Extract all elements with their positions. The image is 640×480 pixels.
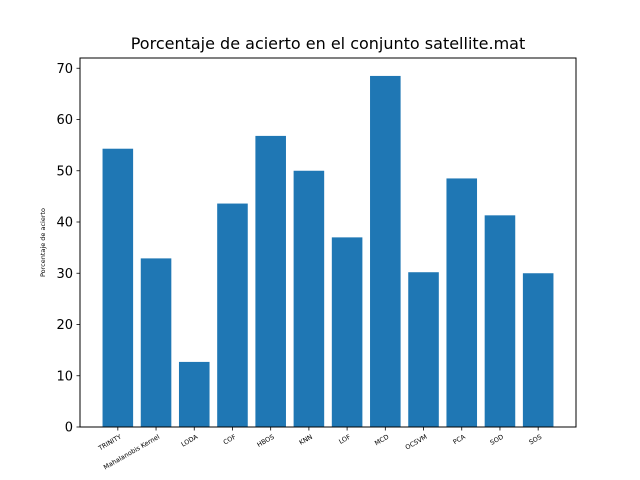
bar-mahalanobis-kernel	[140, 258, 172, 427]
bar-trinity	[102, 148, 134, 427]
y-axis-label: Porcentaje de acierto	[39, 208, 47, 277]
bar-knn	[293, 170, 325, 427]
y-axis: 0 10 20 30 40 50 60 70	[56, 62, 80, 436]
y-tick-label: 40	[56, 216, 73, 231]
y-tick-label: 70	[56, 62, 73, 77]
bar-hbos	[255, 135, 286, 427]
bar-pca	[446, 178, 478, 427]
bar-lof	[331, 237, 363, 427]
bars-group	[102, 75, 554, 427]
bar-sos	[522, 273, 554, 427]
y-tick-label: 20	[56, 318, 73, 333]
bar-loda	[178, 361, 210, 427]
y-tick-label: 10	[56, 369, 73, 384]
bar-cof	[217, 203, 248, 427]
y-tick-label: 0	[65, 421, 73, 436]
chart-title: Porcentaje de acierto en el conjunto sat…	[131, 34, 526, 53]
y-tick-label: 60	[56, 113, 73, 128]
bar-mcd	[370, 75, 401, 427]
bar-sod	[484, 215, 516, 427]
bar-ocsvm	[408, 272, 439, 427]
y-tick-label: 30	[56, 267, 73, 282]
plot-frame	[79, 57, 577, 428]
y-tick-label: 50	[56, 164, 73, 179]
